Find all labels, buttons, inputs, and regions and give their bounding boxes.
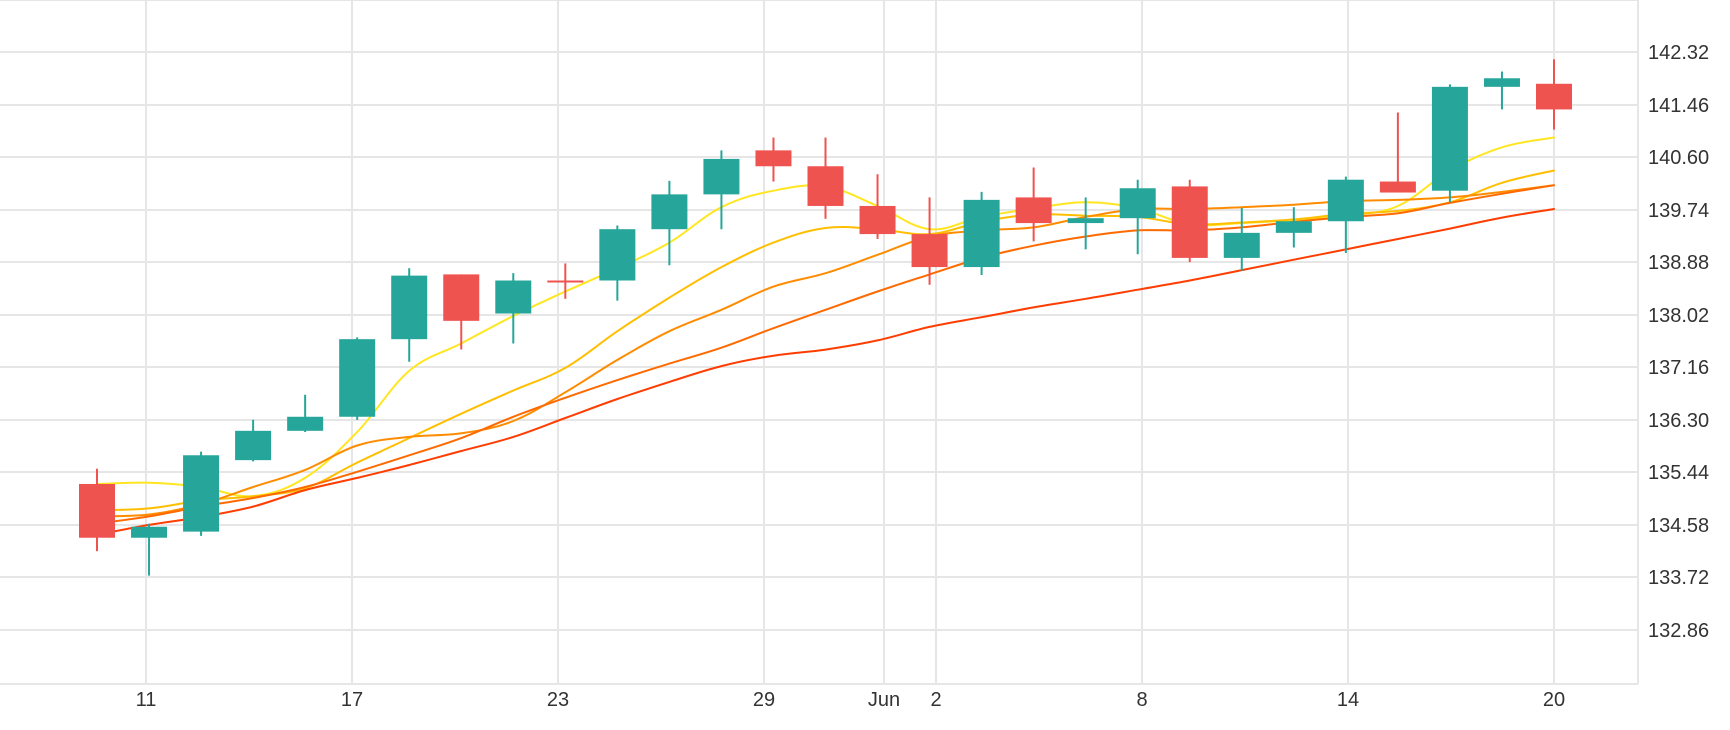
candle-bullish[interactable] bbox=[1119, 179, 1156, 255]
candle-bearish[interactable] bbox=[755, 137, 792, 182]
candle-bearish[interactable] bbox=[1379, 112, 1416, 193]
candle-body bbox=[495, 280, 532, 314]
candle-bearish[interactable] bbox=[1171, 179, 1208, 263]
candle-bullish[interactable] bbox=[1275, 207, 1312, 248]
candle-body bbox=[131, 526, 168, 538]
candle-body bbox=[599, 229, 636, 281]
candle-body bbox=[1379, 181, 1416, 193]
x-tick-label: 23 bbox=[547, 689, 569, 711]
candle-body bbox=[1483, 78, 1520, 87]
candle-bullish[interactable] bbox=[1327, 176, 1364, 254]
candle-body bbox=[183, 455, 220, 532]
x-tick-label: 2 bbox=[930, 689, 941, 711]
candle-bullish[interactable] bbox=[235, 419, 272, 462]
candle-body bbox=[859, 205, 896, 235]
candle-bearish[interactable] bbox=[547, 263, 584, 299]
axis-label-layer: 142.32 141.46 140.60 139.74 138.88 138.02 137.… bbox=[136, 42, 1710, 711]
candle-bullish[interactable] bbox=[599, 225, 636, 301]
candle-body bbox=[1119, 188, 1156, 219]
candle-body bbox=[755, 150, 792, 167]
candle-body bbox=[235, 430, 272, 461]
candle-body bbox=[79, 483, 115, 538]
y-tick-label: 136.30 bbox=[1648, 410, 1709, 432]
y-tick-label: 139.74 bbox=[1648, 200, 1709, 222]
x-tick-label: 29 bbox=[753, 689, 775, 711]
candle-body bbox=[547, 280, 584, 283]
candle-body bbox=[1171, 186, 1208, 258]
x-tick-label: 11 bbox=[136, 689, 157, 711]
candle-body bbox=[651, 194, 688, 230]
candle-layer bbox=[79, 59, 1572, 576]
candle-body bbox=[807, 166, 844, 206]
candle-body bbox=[1223, 232, 1260, 258]
grid-layer bbox=[0, 0, 1639, 685]
candle-body bbox=[963, 199, 1000, 268]
candle-body bbox=[443, 274, 480, 321]
y-tick-label: 138.02 bbox=[1648, 305, 1709, 327]
y-tick-label: 140.60 bbox=[1648, 147, 1709, 169]
moving-average-line-5 bbox=[96, 208, 1555, 536]
candle-body bbox=[1536, 83, 1572, 110]
moving-average-line-2 bbox=[96, 169, 1555, 512]
candle-body bbox=[1015, 197, 1052, 224]
candle-bearish[interactable] bbox=[1536, 59, 1572, 130]
candle-body bbox=[1067, 218, 1104, 224]
candle-bullish[interactable] bbox=[1223, 207, 1260, 271]
x-tick-label: 8 bbox=[1136, 689, 1147, 711]
y-tick-label: 142.32 bbox=[1648, 42, 1709, 64]
candle-body bbox=[287, 416, 324, 431]
moving-average-line-3 bbox=[96, 184, 1555, 518]
candle-body bbox=[339, 339, 376, 417]
candle-bullish[interactable] bbox=[131, 523, 168, 576]
x-tick-label: Jun bbox=[868, 689, 900, 711]
y-tick-label: 137.16 bbox=[1648, 357, 1709, 379]
candle-bullish[interactable] bbox=[1483, 71, 1520, 110]
candle-body bbox=[1275, 221, 1312, 233]
y-tick-label: 135.44 bbox=[1648, 462, 1709, 484]
y-tick-label: 138.88 bbox=[1648, 252, 1709, 274]
candle-bearish[interactable] bbox=[807, 137, 844, 219]
y-tick-label: 133.72 bbox=[1648, 567, 1709, 589]
candle-bullish[interactable] bbox=[183, 451, 220, 536]
candle-bullish[interactable] bbox=[391, 268, 428, 362]
candle-bearish[interactable] bbox=[443, 274, 480, 350]
candle-bullish[interactable] bbox=[703, 150, 740, 230]
x-tick-label: 17 bbox=[341, 689, 363, 711]
candle-bullish[interactable] bbox=[1431, 84, 1468, 203]
x-tick-label: 20 bbox=[1543, 689, 1565, 711]
candle-body bbox=[1431, 86, 1468, 191]
moving-average-line-4 bbox=[96, 184, 1555, 525]
candle-bullish[interactable] bbox=[339, 337, 376, 420]
candle-body bbox=[391, 275, 428, 340]
candle-bearish[interactable] bbox=[911, 197, 948, 285]
y-tick-label: 134.58 bbox=[1648, 515, 1709, 537]
candle-bullish[interactable] bbox=[651, 180, 688, 266]
x-tick-label: 14 bbox=[1337, 689, 1359, 711]
candle-bullish[interactable] bbox=[1067, 197, 1104, 250]
y-tick-label: 141.46 bbox=[1648, 95, 1709, 117]
candle-bearish[interactable] bbox=[1015, 167, 1052, 242]
candle-body bbox=[1327, 179, 1364, 222]
candle-bullish[interactable] bbox=[287, 394, 324, 433]
candle-body bbox=[703, 158, 740, 195]
candle-body bbox=[911, 234, 948, 268]
candle-bullish[interactable] bbox=[963, 191, 1000, 276]
candle-bearish[interactable] bbox=[859, 174, 896, 239]
candle-bearish[interactable] bbox=[79, 468, 115, 552]
y-tick-label: 132.86 bbox=[1648, 620, 1709, 642]
moving-average-layer bbox=[96, 136, 1555, 536]
candle-bullish[interactable] bbox=[495, 273, 532, 344]
